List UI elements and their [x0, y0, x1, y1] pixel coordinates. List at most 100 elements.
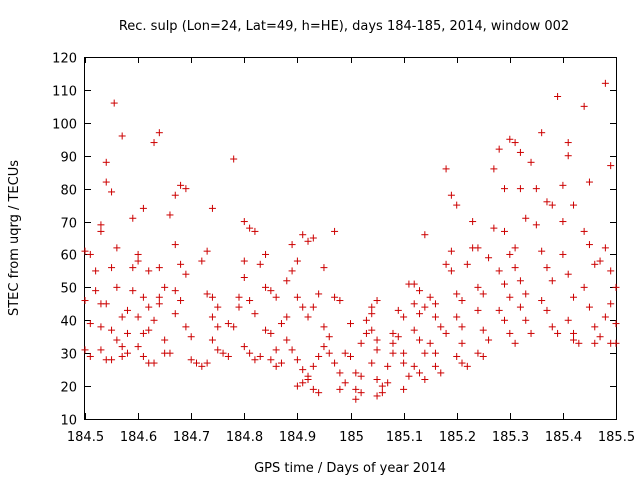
data-point: [129, 264, 137, 272]
chart-title: Rec. sulp (Lon=24, Lat=49, h=HE), days 1…: [119, 19, 569, 34]
data-point: [479, 352, 487, 360]
data-point: [145, 303, 153, 311]
data-point: [532, 221, 540, 229]
data-point: [612, 283, 620, 291]
data-point: [585, 303, 593, 311]
data-point: [208, 336, 216, 344]
data-point: [102, 300, 110, 308]
data-point: [309, 362, 317, 370]
data-point: [171, 310, 179, 318]
data-point: [479, 326, 487, 334]
data-point: [129, 287, 137, 295]
data-point: [108, 264, 116, 272]
data-point: [516, 303, 524, 311]
data-point: [384, 362, 392, 370]
data-point: [416, 310, 424, 318]
data-point: [394, 333, 402, 341]
data-point: [240, 218, 248, 226]
data-point: [299, 379, 307, 387]
x-tick-label: 185.5: [598, 430, 635, 445]
data-point: [267, 356, 275, 364]
data-point: [341, 349, 349, 357]
data-point: [522, 214, 530, 222]
data-point: [272, 362, 280, 370]
data-point: [431, 313, 439, 321]
data-point: [256, 260, 264, 268]
data-point: [246, 297, 254, 305]
data-point: [362, 329, 370, 337]
data-point: [150, 316, 158, 324]
data-point: [580, 102, 588, 110]
data-point: [410, 362, 418, 370]
data-point: [596, 333, 604, 341]
data-point: [203, 290, 211, 298]
data-point: [171, 287, 179, 295]
data-point: [171, 241, 179, 249]
data-point: [166, 349, 174, 357]
data-point: [522, 290, 530, 298]
data-point: [214, 323, 222, 331]
data-point: [453, 352, 461, 360]
data-point: [161, 283, 169, 291]
data-point: [102, 178, 110, 186]
data-point: [368, 326, 376, 334]
data-point: [246, 224, 254, 232]
data-point: [166, 211, 174, 219]
data-point: [113, 283, 121, 291]
data-point: [474, 349, 482, 357]
data-point: [293, 356, 301, 364]
data-point: [373, 392, 381, 400]
data-point: [506, 329, 514, 337]
data-point: [378, 389, 386, 397]
data-point: [431, 300, 439, 308]
data-point: [474, 244, 482, 252]
data-point: [405, 372, 413, 380]
data-point: [368, 303, 376, 311]
data-point: [474, 306, 482, 314]
data-point: [214, 346, 222, 354]
data-point: [347, 320, 354, 328]
data-point: [564, 270, 572, 278]
x-axis: 184.5 184.6 184.7 184.8 184.9 185 185.1 185.2 18…: [67, 57, 635, 445]
data-point: [522, 316, 530, 324]
data-point: [272, 293, 280, 301]
data-point: [447, 191, 455, 199]
data-point: [416, 369, 424, 377]
data-point: [490, 224, 498, 232]
data-point: [601, 79, 609, 87]
data-point: [400, 385, 408, 393]
data-point: [368, 359, 376, 367]
data-point: [607, 162, 615, 170]
data-point: [559, 181, 567, 189]
data-point: [331, 293, 339, 301]
data-point: [145, 267, 153, 275]
y-tick-label: 90: [60, 151, 77, 166]
data-point: [384, 379, 392, 387]
data-point: [155, 293, 163, 301]
data-point: [182, 185, 190, 193]
data-point: [431, 349, 439, 357]
data-point: [580, 283, 588, 291]
x-tick-label: 184.7: [173, 430, 210, 445]
data-point: [118, 132, 126, 140]
data-point: [262, 250, 270, 258]
data-point: [458, 339, 466, 347]
data-point: [453, 290, 461, 298]
data-point: [500, 185, 508, 193]
data-point: [203, 359, 211, 367]
data-point: [495, 267, 503, 275]
data-point: [108, 356, 116, 364]
data-point: [293, 257, 301, 265]
x-tick-label: 184.9: [279, 430, 316, 445]
data-point: [474, 283, 482, 291]
data-point: [442, 329, 450, 337]
data-point: [437, 323, 445, 331]
data-point: [187, 356, 195, 364]
data-point: [81, 247, 89, 255]
data-point: [267, 329, 275, 337]
data-point: [331, 227, 339, 235]
y-axis: 10 20 30 40 50 60 70 80 90 100 110 120: [52, 52, 616, 429]
x-tick-label: 184.8: [226, 430, 263, 445]
data-point: [139, 329, 147, 337]
data-point: [538, 129, 546, 137]
